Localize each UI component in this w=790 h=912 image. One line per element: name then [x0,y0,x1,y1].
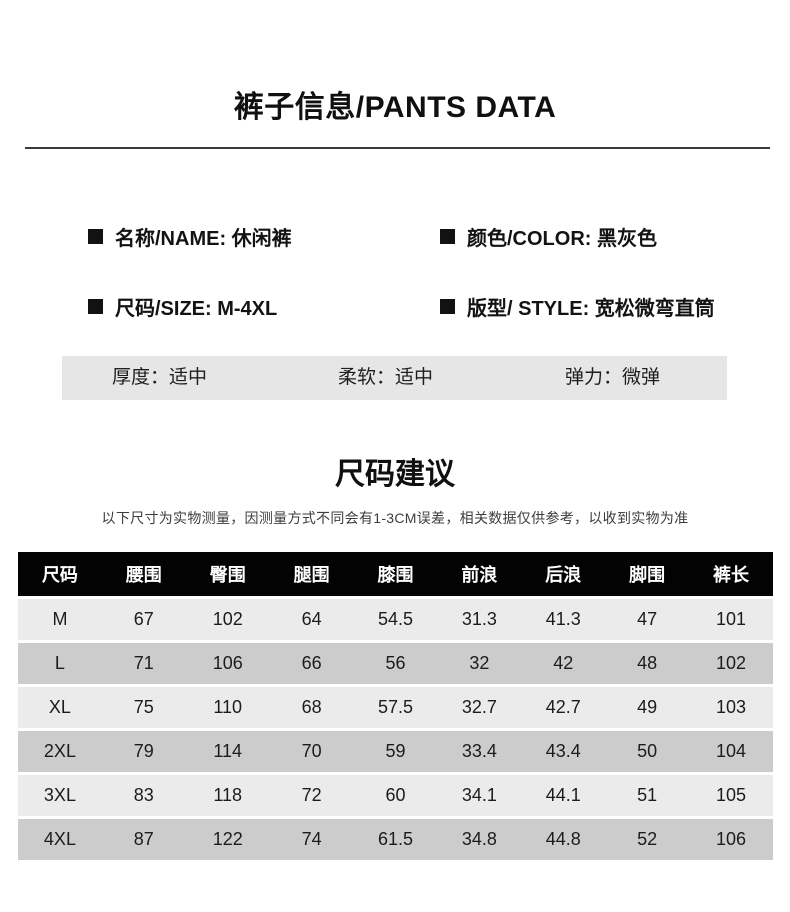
size-cell: 32.7 [461,697,497,717]
spec-name: 名称/NAME: 休闲裤 [88,222,292,251]
col-header-thigh: 腿围 [293,565,330,585]
size-cell: 118 [213,785,243,805]
size-cell: M [52,609,68,629]
size-table: 尺码 腰围 臀围 腿围 膝围 前浪 后浪 脚围 裤长 M 67 102 64 5… [18,552,773,860]
size-cell: 50 [637,741,658,761]
size-cell: 51 [637,785,658,805]
size-cell: 31.3 [461,609,497,629]
col-header-knee: 膝围 [377,565,414,585]
col-header-waist: 腰围 [125,565,162,585]
size-cell: XL [48,697,71,717]
size-cell: 52 [637,829,658,849]
size-cell: 2XL [43,741,76,761]
size-row-l: L 71 106 66 56 32 42 48 102 [18,643,773,684]
size-cell: 102 [716,653,747,673]
size-cell: 67 [133,609,154,629]
size-cell: 42.7 [545,697,581,717]
size-row-xl: XL 75 110 68 57.5 32.7 42.7 49 103 [18,687,773,728]
size-cell: 32 [469,653,490,673]
size-row-m: M 67 102 64 54.5 31.3 41.3 47 101 [18,599,773,640]
spec-color: 颜色/COLOR: 黑灰色 [440,222,657,251]
size-cell: 42 [553,653,574,673]
size-cell: 87 [133,829,154,849]
square-bullet-icon [88,299,103,314]
col-header-back-rise: 后浪 [545,565,582,585]
size-cell: 105 [716,785,747,805]
size-cell: 44.8 [545,829,581,849]
size-cell: 44.1 [545,785,581,805]
size-cell: 102 [212,609,243,629]
size-cell: 101 [716,609,747,629]
size-cell: 60 [385,785,406,805]
square-bullet-icon [440,299,455,314]
size-cell: 54.5 [377,609,414,629]
size-cell: 106 [716,829,747,849]
size-cell: 64 [301,609,322,629]
size-cell: 71 [133,653,154,673]
size-cell: 61.5 [377,829,414,849]
feature-softness: 柔软：适中 [338,367,434,388]
size-cell: 122 [212,829,243,849]
size-table-header-row: 尺码 腰围 臀围 腿围 膝围 前浪 后浪 脚围 裤长 [18,552,773,596]
feature-elasticity: 弹力：微弹 [565,367,661,388]
page-title: 裤子信息/PANTS DATA [233,91,557,124]
spec-style: 版型/ STYLE: 宽松微弯直筒 [440,292,715,321]
size-cell: 48 [637,653,658,673]
size-cell: 59 [385,741,406,761]
spec-name-label: 名称/NAME: 休闲裤 [115,228,292,250]
col-header-leg-opening: 脚围 [629,565,666,585]
size-cell: 33.4 [461,741,497,761]
col-header-size: 尺码 [41,565,78,585]
size-cell: 4XL [43,829,76,849]
size-row-3xl: 3XL 83 118 72 60 34.1 44.1 51 105 [18,775,773,816]
size-row-4xl: 4XL 87 122 74 61.5 34.8 44.8 52 106 [18,819,773,860]
size-cell: 114 [213,741,243,761]
size-cell: 41.3 [545,609,581,629]
feature-thickness: 厚度：适中 [112,367,208,388]
size-cell: 75 [133,697,154,717]
col-header-length: 裤长 [713,565,750,585]
size-cell: 57.5 [377,697,414,717]
size-cell: 70 [301,741,322,761]
size-cell: 110 [213,697,243,717]
size-section-title: 尺码建议 [335,458,455,491]
size-row-2xl: 2XL 79 114 70 59 33.4 43.4 50 104 [18,731,773,772]
spec-color-label: 颜色/COLOR: 黑灰色 [467,228,657,250]
size-cell: 72 [301,785,322,805]
size-cell: 68 [301,697,322,717]
size-cell: L [54,653,65,673]
size-cell: 79 [133,741,154,761]
col-header-front-rise: 前浪 [461,565,498,585]
spec-style-label: 版型/ STYLE: 宽松微弯直筒 [467,298,715,320]
feature-bar: 厚度：适中 柔软：适中 弹力：微弹 [62,356,727,400]
square-bullet-icon [88,229,103,244]
size-cell: 104 [716,741,747,761]
col-header-hip: 臀围 [209,565,246,585]
size-cell: 74 [301,829,322,849]
square-bullet-icon [440,229,455,244]
size-note: 以下尺寸为实物测量，因测量方式不同会有1-3CM误差，相关数据仅供参考，以收到实… [101,510,689,526]
size-cell: 47 [637,609,658,629]
size-cell: 106 [212,653,243,673]
size-cell: 66 [301,653,322,673]
size-cell: 49 [637,697,658,717]
title-divider [25,147,770,149]
spec-size: 尺码/SIZE: M-4XL [88,292,277,321]
size-cell: 56 [385,653,406,673]
spec-size-label: 尺码/SIZE: M-4XL [115,298,278,320]
size-cell: 34.1 [461,785,497,805]
size-cell: 83 [133,785,154,805]
size-cell: 3XL [43,785,76,805]
size-cell: 43.4 [545,741,581,761]
size-cell: 34.8 [461,829,497,849]
size-cell: 103 [716,697,747,717]
